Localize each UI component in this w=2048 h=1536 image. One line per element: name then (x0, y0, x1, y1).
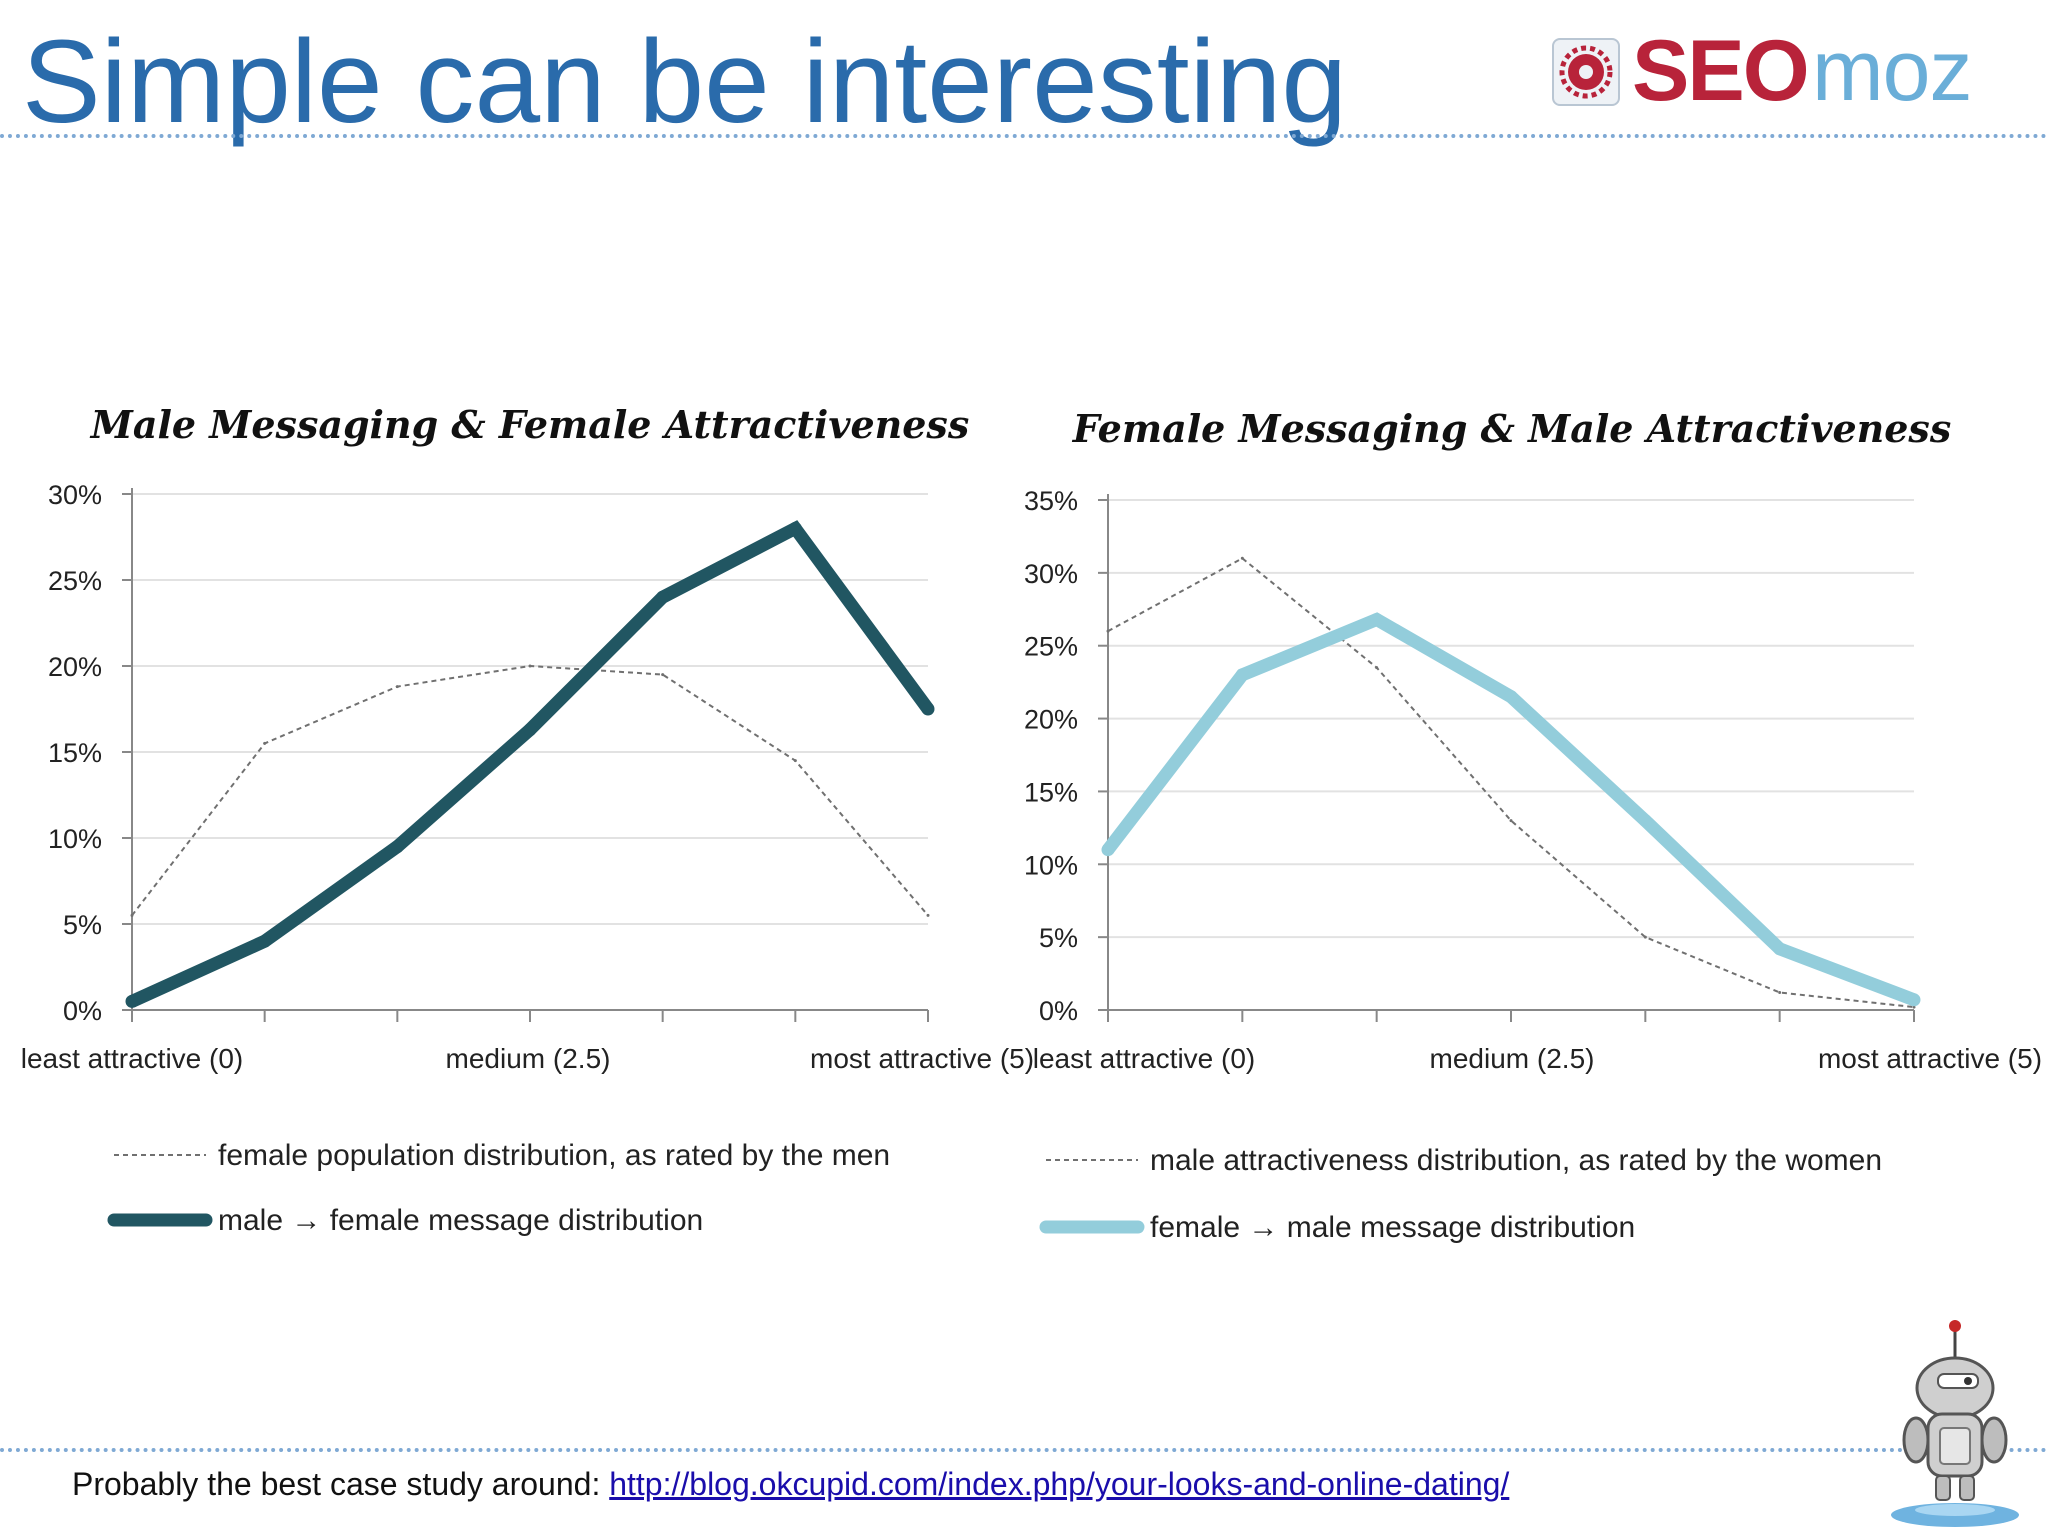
footer-divider (0, 1448, 2048, 1452)
chart-0-series-1-point (258, 934, 272, 948)
chart-1-series-0-point (1778, 991, 1782, 995)
chart-1-legend-label: female → male message distribution (1150, 1211, 1635, 1244)
chart-0-series-0-line (131, 664, 929, 917)
title-divider (0, 134, 2048, 138)
chart-1-series-0-point (1509, 819, 1513, 823)
robot-mascot-icon (1891, 1320, 2019, 1527)
chart-1-ytick-label: 5% (1039, 923, 1078, 953)
chart-0-ytick-label: 15% (48, 738, 102, 768)
chart-1-series-0-line (1107, 557, 1915, 1009)
chart-1-series-1-point (1504, 690, 1518, 704)
chart-0-ytick-label: 5% (63, 910, 102, 940)
charts-area: Male Messaging & Female Attractiveness 0%… (21, 402, 2042, 1244)
slide-title: Simple can be interesting (22, 16, 1347, 148)
chart-1-ytick-label: 20% (1024, 705, 1078, 735)
chart-1-ytick-label: 10% (1024, 850, 1078, 880)
chart-0-series-1-point (788, 521, 802, 535)
chart-1-ytick-label: 35% (1024, 486, 1078, 516)
chart-0-ytick-label: 20% (48, 652, 102, 682)
chart-0-xtick-label: medium (2.5) (446, 1043, 611, 1074)
logo-text-seo: SEO (1632, 23, 1810, 119)
chart-0-ytick-label: 25% (48, 566, 102, 596)
chart-0-series-0-point (661, 673, 665, 677)
chart-1-xtick-label: least attractive (0) (1033, 1043, 1256, 1074)
logo-text-moz: moz (1812, 23, 1972, 119)
chart-1-series-0-point (1912, 1005, 1916, 1009)
chart-0-series-1-point (656, 590, 670, 604)
chart-0-series-1-point (523, 723, 537, 737)
chart-0-ytick-label: 30% (48, 480, 102, 510)
chart-0-legend-label: male → female message distribution (218, 1204, 703, 1237)
chart-1-series-1-point (1773, 942, 1787, 956)
chart-1-series-1-line (1102, 612, 1917, 1006)
chart-1-xtick-label: most attractive (5) (1818, 1043, 2042, 1074)
chart-0-xtick-label: least attractive (0) (21, 1043, 244, 1074)
chart-1-xtick-label: medium (2.5) (1430, 1043, 1595, 1074)
chart-0-xtick-label: most attractive (5) (810, 1043, 1034, 1074)
seomoz-logo: SEO moz (1552, 23, 2002, 119)
chart-1-series-1-point (1101, 843, 1115, 857)
chart-0-series-0-point (130, 913, 134, 917)
chart-0-series-0-point (793, 759, 797, 763)
chart-0-series-1-line (129, 520, 934, 1008)
chart-1-series-1-point (1907, 993, 1921, 1007)
chart-0-series-1-point (921, 702, 935, 716)
chart-0-legend-label: female population distribution, as rated… (218, 1139, 890, 1172)
chart-1-series-1-point (1235, 668, 1249, 682)
chart-1-series-0-point (1106, 629, 1110, 633)
chart-0-ytick-label: 0% (63, 996, 102, 1026)
chart-0-series-0-point (528, 664, 532, 668)
seomoz-badge-icon (1552, 38, 1620, 106)
footer: Probably the best case study around: htt… (72, 1466, 1509, 1503)
chart-1-ytick-label: 25% (1024, 632, 1078, 662)
chart-1-series-1-point (1638, 814, 1652, 828)
chart-0-ytick-label: 10% (48, 824, 102, 854)
chart-1-series-0-point (1375, 666, 1379, 670)
footer-link[interactable]: http://blog.okcupid.com/index.php/your-l… (609, 1466, 1510, 1502)
chart-1-legend-label: male attractiveness distribution, as rat… (1150, 1144, 1882, 1177)
chart-1-ytick-label: 15% (1024, 777, 1078, 807)
chart-0-series-0-point (395, 685, 399, 689)
chart-1-series-0-point (1240, 556, 1244, 560)
chart-1-ytick-label: 0% (1039, 996, 1078, 1026)
chart-1-ytick-label: 30% (1024, 559, 1078, 589)
chart-0-series-0-point (263, 741, 267, 745)
chart-0-series-0-point (926, 913, 930, 917)
chart-1-series-0-point (1643, 935, 1647, 939)
chart-1-series-1-point (1370, 612, 1384, 626)
chart-1-title: Female Messaging & Male Attractiveness (1072, 406, 1951, 451)
footer-text: Probably the best case study around: (72, 1466, 610, 1502)
chart-0-series-1-point (390, 840, 404, 854)
chart-0-series-1-point (125, 994, 139, 1008)
chart-0-title: Male Messaging & Female Attractiveness (89, 402, 969, 447)
